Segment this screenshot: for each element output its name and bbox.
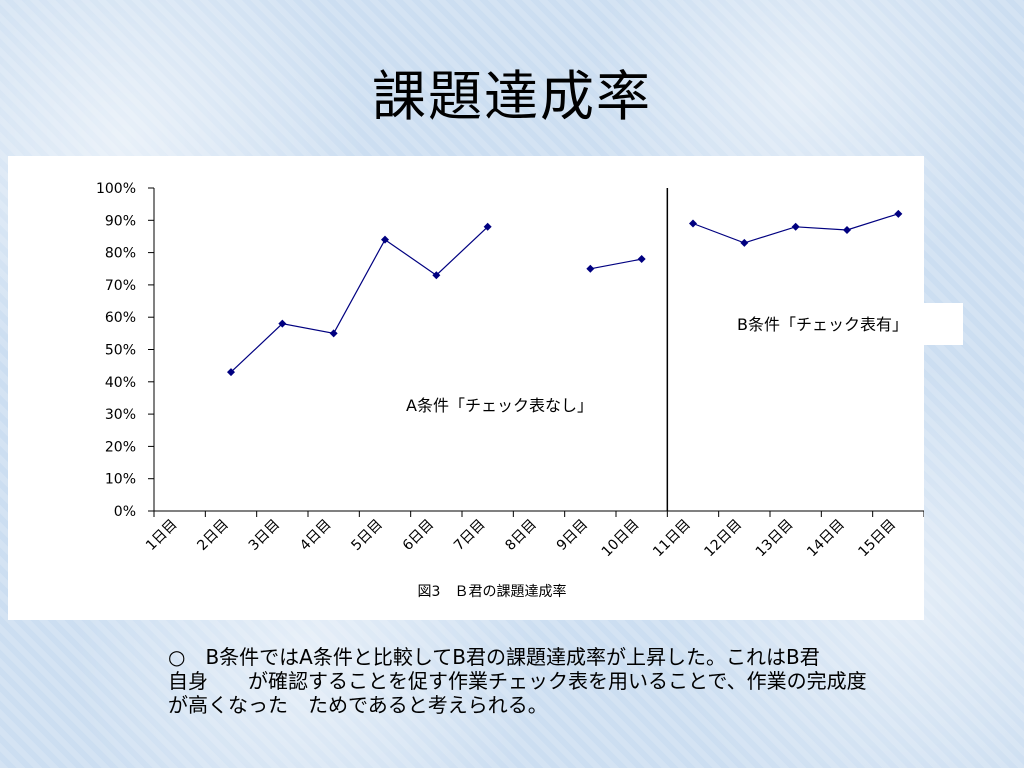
data-point — [432, 271, 441, 280]
y-tick-label: 100% — [96, 181, 136, 197]
chart-panel: 0% 10% 20% 30% 40% 50% 60% 70% 80% 90% 100% 1日目 2日目… — [8, 156, 924, 620]
x-tick-label: 7日目 — [451, 517, 488, 554]
annotation-condition-b: B条件「チェック表有」 — [737, 315, 908, 334]
x-tick-label: 8日目 — [502, 517, 539, 554]
data-point — [227, 368, 235, 377]
series-line-segment — [230, 226, 489, 373]
y-tick-label: 40% — [105, 375, 136, 391]
conclusion-text: ○ B条件ではA条件と比較してB君の課題達成率が上昇した。これはB君 自身 が確… — [168, 645, 938, 717]
x-tick-label: 4日目 — [297, 517, 334, 554]
series-points — [227, 209, 903, 377]
y-tick-label: 90% — [105, 213, 136, 229]
y-tick-label: 70% — [105, 278, 136, 294]
x-tick-label: 15日目 — [855, 517, 899, 561]
annotation-condition-a: A条件「チェック表なし」 — [406, 396, 593, 415]
y-tick-label: 20% — [105, 439, 136, 455]
x-tick-label: 5日目 — [348, 517, 385, 554]
data-point — [740, 238, 749, 247]
x-tick-label: 3日目 — [246, 517, 283, 554]
x-tick-label: 11日目 — [650, 517, 694, 561]
series-line-segment — [590, 258, 642, 270]
chart-caption: 図3 Ｂ君の課題達成率 — [418, 583, 567, 600]
x-tick-label: 6日目 — [400, 517, 437, 554]
y-axis-ticks: 0% 10% 20% 30% 40% 50% 60% 70% 80% 90% 100% — [96, 181, 154, 520]
data-point — [894, 209, 903, 218]
x-tick-label: 13日目 — [753, 517, 797, 561]
x-tick-label: 14日目 — [804, 517, 848, 561]
x-axis-ticks: 1日目 2日目 3日目 4日目 5日目 6日目 7日目 8日目 9日目 10日目 11日目 12日目 1… — [143, 511, 924, 560]
y-tick-label: 0% — [114, 504, 136, 520]
y-tick-label: 60% — [105, 310, 136, 326]
line-chart: 0% 10% 20% 30% 40% 50% 60% 70% 80% 90% 100% 1日目 2日目… — [96, 181, 924, 600]
data-point — [843, 225, 851, 234]
x-tick-label: 10日目 — [599, 517, 643, 561]
x-tick-label: 9日目 — [554, 517, 591, 554]
y-tick-label: 10% — [105, 472, 136, 488]
x-tick-label: 1日目 — [143, 517, 180, 554]
y-tick-label: 80% — [105, 246, 136, 262]
data-point — [329, 329, 338, 338]
data-point — [791, 222, 800, 231]
chart-axes — [153, 188, 924, 512]
data-point — [278, 319, 287, 328]
conclusion-line-2: 自身 が確認することを促す作業チェック表を用いることで、作業の完成度 — [168, 669, 867, 693]
data-point — [637, 255, 646, 264]
annotation-box-condition-b: B条件「チェック表有」 — [727, 303, 963, 345]
slide-title: 課題達成率 — [372, 65, 652, 128]
data-point — [381, 235, 389, 244]
x-tick-label: 12日目 — [701, 517, 745, 561]
series-lines — [230, 213, 899, 373]
y-tick-label: 50% — [105, 343, 136, 359]
y-tick-label: 30% — [105, 407, 136, 423]
data-point — [586, 264, 595, 273]
data-point — [483, 222, 492, 231]
conclusion-line-1: ○ B条件ではA条件と比較してB君の課題達成率が上昇した。これはB君 — [168, 645, 820, 669]
conclusion-line-3: が高くなった ためであると考えられる。 — [168, 693, 548, 717]
data-point — [689, 219, 697, 228]
x-tick-label: 2日目 — [194, 517, 231, 554]
